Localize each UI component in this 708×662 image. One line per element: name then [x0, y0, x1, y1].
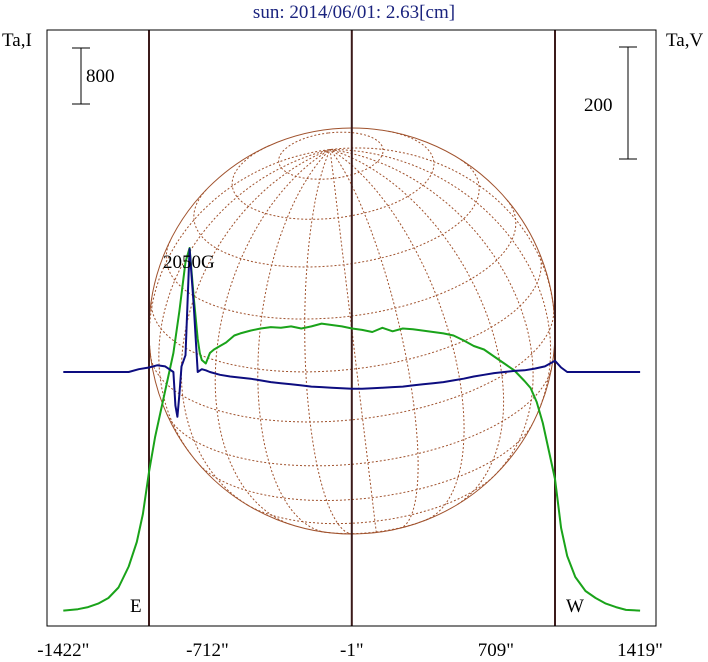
field-strength-annotation: 2050G [163, 252, 215, 273]
latitude-line [278, 131, 384, 180]
latitude-line [166, 367, 552, 467]
series-line-intensity [63, 247, 641, 612]
latitude-line [199, 424, 533, 502]
x-tick-label: -712" [186, 640, 229, 661]
chart-title: sun: 2014/06/01: 2.63[cm] [252, 2, 456, 23]
right-scale-label: 200 [584, 95, 613, 116]
right-axis-label: Ta,V [666, 30, 704, 51]
left-scale-label: 800 [86, 66, 115, 87]
latitude-line [165, 200, 517, 320]
longitude-line [304, 149, 353, 535]
longitude-line [329, 149, 419, 529]
plot-frame [46, 29, 657, 627]
right-scale-bar: 200 [584, 46, 637, 160]
x-tick-label: -1422" [37, 640, 89, 661]
left-axis-label: Ta,I [2, 30, 32, 51]
longitude-line [330, 147, 554, 307]
x-tick-label: 1419" [617, 640, 663, 661]
longitude-line [158, 149, 331, 455]
west-limb-label: W [566, 596, 584, 617]
x-tick-label: -1" [340, 640, 364, 661]
latitude-line [150, 306, 555, 423]
series-line-polarization [63, 247, 641, 418]
longitude-line [329, 149, 505, 505]
series-layer [63, 247, 641, 612]
x-tick-labels: -1422" -712" -1" 709" 1419" [37, 640, 663, 661]
latitude-line [247, 475, 495, 525]
longitude-line [214, 149, 331, 525]
longitude-line [329, 149, 465, 521]
left-scale-bar: 800 [72, 47, 115, 105]
longitude-line [257, 149, 331, 533]
longitude-line [180, 149, 331, 506]
latitude-line [193, 158, 480, 268]
east-limb-label: E [130, 596, 142, 617]
latitude-line [320, 517, 431, 535]
latitude-line [231, 130, 435, 220]
x-tick-label: 709" [478, 640, 514, 661]
longitude-line [330, 149, 552, 413]
longitude-line [330, 149, 534, 476]
longitude-line [329, 149, 377, 533]
